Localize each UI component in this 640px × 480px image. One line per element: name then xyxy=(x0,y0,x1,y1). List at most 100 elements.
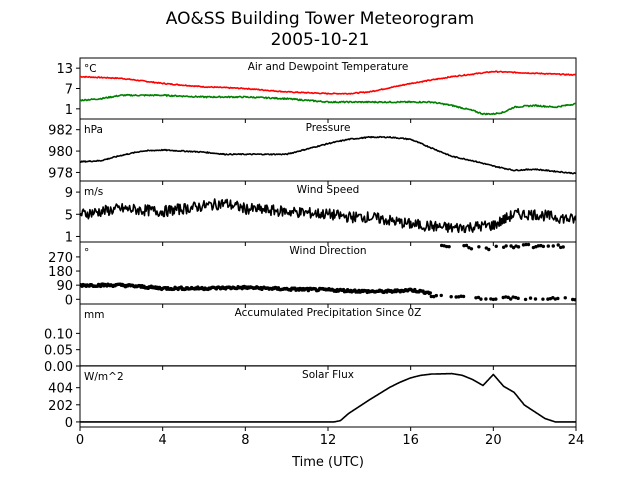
wind-direction-point xyxy=(563,296,567,300)
wind-direction-point xyxy=(487,247,491,252)
panel-unit: mm xyxy=(84,309,104,321)
panel-title: Pressure xyxy=(306,122,351,134)
plot-area xyxy=(80,372,576,423)
x-tick-label: 20 xyxy=(485,433,502,448)
wind-direction-point xyxy=(516,245,521,249)
panel-unit: W/m^2 xyxy=(84,371,124,383)
wind-direction-point xyxy=(573,298,576,302)
wind-direction-point xyxy=(570,297,575,302)
series-line-1 xyxy=(80,135,576,175)
wind-direction-point xyxy=(533,297,538,301)
wind-direction-point xyxy=(439,243,444,248)
x-axis-label: Time (UTC) xyxy=(291,455,364,470)
x-tick-label: 16 xyxy=(402,433,419,448)
plot-area xyxy=(80,135,576,175)
wind-direction-point xyxy=(528,296,533,300)
wind-direction-point xyxy=(464,243,469,248)
panel-5: 0.000.05 0.10 Accumulated Precipitation Si… xyxy=(44,303,577,375)
x-tick-label: 8 xyxy=(241,433,249,448)
wind-direction-point xyxy=(561,245,565,249)
wind-direction-point xyxy=(444,244,449,249)
wind-direction-point xyxy=(484,246,489,250)
wind-direction-point xyxy=(521,243,526,247)
wind-direction-point xyxy=(461,294,466,299)
y-tick-label: 0.10 xyxy=(44,327,73,342)
y-tick-label: 5 xyxy=(65,208,73,223)
y-tick-label: 270 xyxy=(48,251,73,266)
x-tick-label: 4 xyxy=(159,433,167,448)
figure-title-line2: 2005-10-21 xyxy=(271,30,370,50)
panel-unit: ° xyxy=(84,247,89,259)
x-axis: 0 4 8 12 16 20 24 xyxy=(76,433,584,448)
panel-title: Air and Dewpoint Temperature xyxy=(248,61,409,73)
y-tick-label: 9 xyxy=(65,186,73,201)
wind-direction-point xyxy=(506,295,510,300)
wind-direction-point xyxy=(524,242,528,247)
wind-direction-point xyxy=(449,295,453,299)
y-tick-label: 980 xyxy=(48,145,73,160)
y-tick-label: 0.05 xyxy=(44,344,73,359)
panel-6: 0 202 404 Solar Flux W/m^2 xyxy=(48,365,577,431)
wind-direction-point xyxy=(541,297,545,301)
y-tick-label: 1 xyxy=(65,230,73,245)
panel-unit: °C xyxy=(84,63,97,75)
panel-2: 978 980 982 Pressure hPa xyxy=(48,118,577,185)
y-tick-label: 1 xyxy=(65,103,73,118)
wind-direction-point xyxy=(556,243,560,247)
wind-direction-point xyxy=(491,297,496,302)
wind-direction-point xyxy=(516,296,520,301)
series-line-1 xyxy=(80,372,576,423)
y-tick-label: 180 xyxy=(48,265,73,280)
wind-direction-point xyxy=(477,245,481,249)
wind-direction-point xyxy=(494,244,498,249)
wind-direction-point xyxy=(536,244,541,248)
panel-3: 1 5 9 Wind Speed m/s xyxy=(65,180,577,246)
wind-direction-point xyxy=(509,244,513,248)
y-tick-label: 0 xyxy=(65,416,73,431)
panel-title: Accumulated Precipitation Since 0Z xyxy=(235,307,422,319)
wind-direction-point xyxy=(439,293,443,298)
series-line-2 xyxy=(80,93,576,116)
y-tick-label: 0.00 xyxy=(44,360,73,375)
plot-area xyxy=(80,70,576,116)
wind-direction-point xyxy=(508,297,513,301)
wind-direction-point xyxy=(551,244,555,248)
wind-direction-point xyxy=(546,244,551,248)
y-tick-label: 7 xyxy=(65,83,73,98)
wind-direction-point xyxy=(459,294,463,298)
wind-direction-point xyxy=(523,297,528,302)
panels: 1 7 13 Air and Dewpoint Temperature °C 978 980… xyxy=(44,57,577,431)
y-tick-label: 404 xyxy=(48,382,73,397)
wind-direction-point xyxy=(556,296,560,301)
x-tick-label: 24 xyxy=(568,433,585,448)
wind-direction-point xyxy=(494,297,498,301)
wind-direction-point xyxy=(484,297,488,301)
wind-direction-point xyxy=(428,291,432,295)
wind-direction-point xyxy=(469,247,474,251)
x-tick-label: 0 xyxy=(76,433,84,448)
y-tick-label: 202 xyxy=(48,399,73,414)
panel-unit: m/s xyxy=(84,186,103,198)
wind-direction-point xyxy=(501,245,506,249)
series-line-1 xyxy=(80,70,576,95)
wind-direction-point xyxy=(526,242,531,247)
wind-direction-point xyxy=(447,244,451,249)
wind-direction-point xyxy=(504,244,508,248)
series-line-1 xyxy=(80,198,576,234)
y-tick-label: 90 xyxy=(56,279,73,294)
x-tick-label: 12 xyxy=(320,433,337,448)
figure-title-line1: AO&SS Building Tower Meteorogram xyxy=(166,9,474,29)
wind-direction-point xyxy=(462,243,466,248)
wind-direction-point xyxy=(454,295,458,299)
y-tick-label: 982 xyxy=(48,124,73,139)
panel-title: Solar Flux xyxy=(302,369,354,381)
plot-area xyxy=(80,198,576,234)
plot-area xyxy=(80,242,576,302)
panel-1: 1 7 13 Air and Dewpoint Temperature °C xyxy=(56,57,577,123)
wind-direction-point xyxy=(511,245,516,250)
wind-direction-point xyxy=(479,297,483,301)
panel-title: Wind Direction xyxy=(289,245,366,257)
wind-direction-point xyxy=(429,294,434,299)
